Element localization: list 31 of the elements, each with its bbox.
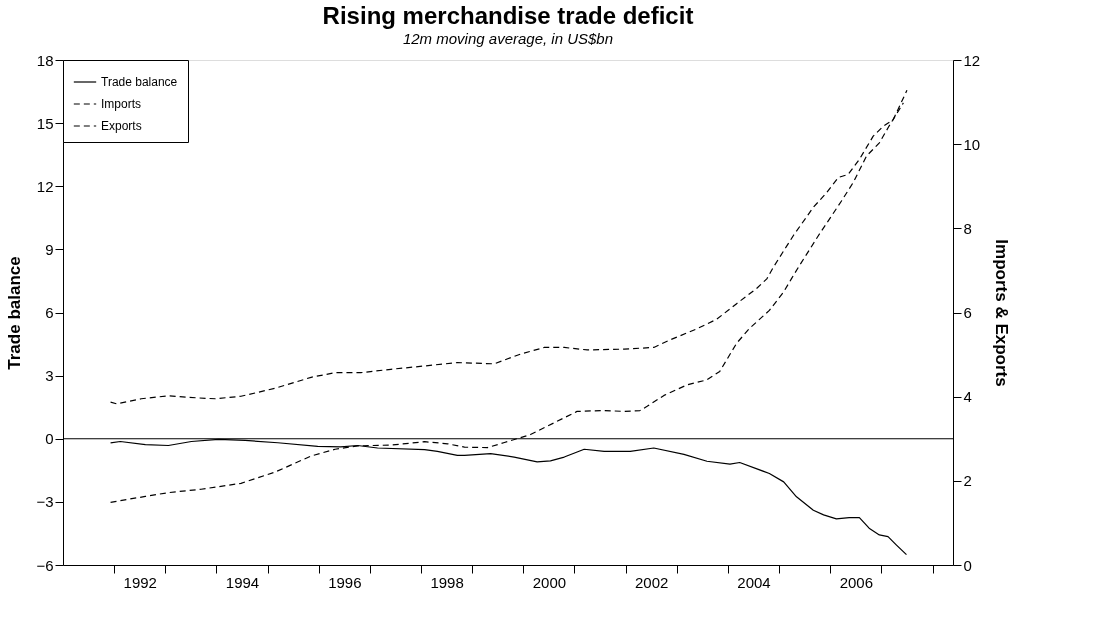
y2-tick-label: 0 xyxy=(963,556,972,574)
legend-label: Imports xyxy=(101,97,142,111)
legend-label: Exports xyxy=(101,119,142,133)
y2-tick-label: 12 xyxy=(963,51,981,69)
y2-tick-label: 4 xyxy=(963,388,972,406)
legend-label: Trade balance xyxy=(101,75,178,89)
x-tick-label: 1996 xyxy=(328,573,362,591)
y2-tick-label: 2 xyxy=(963,472,972,490)
y-tick-label: 18 xyxy=(36,51,54,69)
y-tick-label: 0 xyxy=(45,430,54,448)
x-tick-label: 2004 xyxy=(737,573,771,591)
y2-axis-title: Imports & Exports xyxy=(992,239,1012,387)
chart-subtitle: 12m moving average, in US$bn xyxy=(402,30,614,47)
y-tick-label: 3 xyxy=(45,367,54,385)
x-tick-label: 1994 xyxy=(225,573,260,591)
y-tick-label: −3 xyxy=(36,493,54,511)
y-tick-label: 9 xyxy=(45,240,54,258)
y-axis-title: Trade balance xyxy=(5,256,25,370)
y-tick-label: 6 xyxy=(45,304,54,321)
y2-tick-label: 8 xyxy=(963,219,972,237)
y-tick-label: −6 xyxy=(36,556,54,574)
x-tick-label: 2006 xyxy=(839,573,873,591)
x-tick-label: 2000 xyxy=(532,573,567,591)
y2-tick-label: 10 xyxy=(963,135,981,153)
y2-tick-label: 6 xyxy=(963,304,972,321)
chart-title: Rising merchandise trade deficit xyxy=(322,2,694,29)
x-tick-label: 2002 xyxy=(635,573,669,591)
x-tick-label: 1992 xyxy=(123,573,157,591)
y-tick-label: 15 xyxy=(36,114,54,132)
y-tick-label: 12 xyxy=(36,177,54,195)
x-tick-label: 1998 xyxy=(430,573,464,591)
